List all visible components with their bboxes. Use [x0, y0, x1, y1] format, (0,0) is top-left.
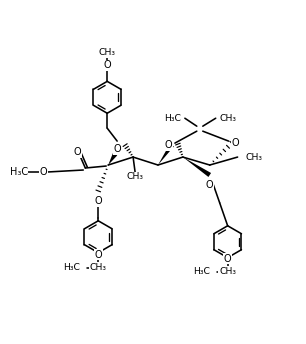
Text: O: O — [73, 147, 81, 157]
Text: O: O — [95, 250, 102, 260]
Text: CH₃: CH₃ — [246, 152, 263, 162]
Text: H₃C: H₃C — [63, 263, 80, 272]
Text: O: O — [224, 254, 231, 264]
Polygon shape — [183, 157, 211, 177]
Text: O: O — [40, 167, 47, 177]
Text: CH₃: CH₃ — [127, 172, 144, 182]
Text: O: O — [232, 138, 239, 148]
Text: O: O — [164, 140, 172, 150]
Text: CH₃: CH₃ — [220, 114, 237, 123]
Text: O: O — [103, 61, 111, 71]
Polygon shape — [108, 153, 117, 165]
Text: O: O — [206, 180, 214, 190]
Text: H₃C: H₃C — [9, 167, 28, 177]
Text: CH₃: CH₃ — [99, 48, 116, 57]
Text: H₃C: H₃C — [193, 267, 210, 276]
Text: CH₃: CH₃ — [90, 263, 107, 272]
Text: H₃C: H₃C — [164, 114, 181, 123]
Text: O: O — [113, 144, 121, 154]
Text: CH₃: CH₃ — [219, 267, 236, 276]
Polygon shape — [158, 144, 174, 165]
Text: O: O — [95, 196, 102, 206]
